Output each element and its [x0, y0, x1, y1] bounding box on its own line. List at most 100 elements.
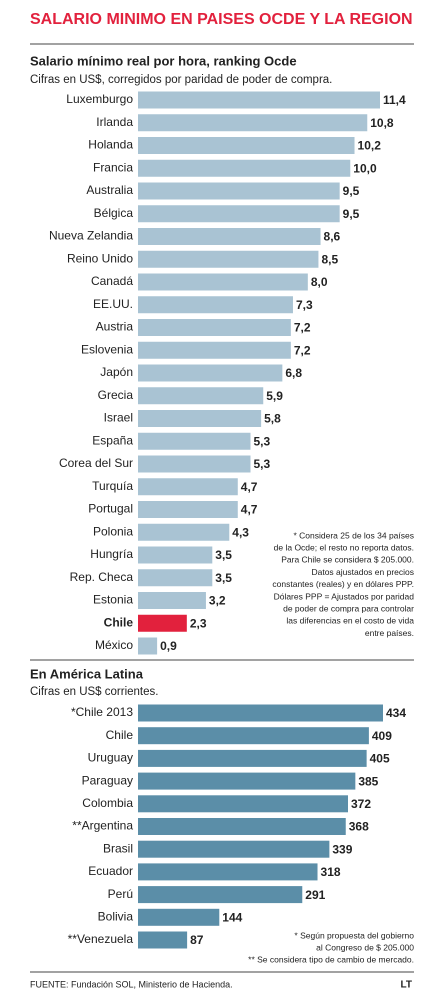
value-label: 5,9 [266, 389, 283, 403]
value-label: 291 [305, 888, 325, 902]
value-label: 5,8 [264, 412, 281, 426]
bar [138, 91, 380, 109]
category-label: Nueva Zelandia [49, 229, 133, 243]
value-label: 4,3 [232, 525, 249, 539]
note: Datos ajustados en precios [311, 567, 414, 577]
value-label: 3,5 [215, 548, 232, 562]
brand: LT [401, 980, 412, 991]
bar [138, 478, 238, 496]
category-label: México [95, 638, 133, 652]
bar [138, 228, 321, 245]
value-label: 372 [351, 797, 371, 811]
category-label: Israel [104, 411, 133, 425]
category-label: Chile [104, 615, 134, 629]
value-label: 10,8 [370, 116, 394, 130]
note: * Según propuesta del gobierno [294, 930, 414, 940]
bar [138, 137, 355, 154]
value-label: 3,2 [209, 594, 226, 608]
bar [138, 159, 351, 177]
bar [138, 931, 188, 949]
category-label: Colombia [82, 796, 133, 810]
value-label: 10,0 [353, 161, 377, 175]
value-label: 4,7 [241, 503, 258, 517]
bar [138, 501, 238, 518]
category-label: Eslovenia [81, 342, 133, 356]
category-label: Portugal [88, 502, 133, 516]
note: ** Se considera tipo de cambio de mercad… [248, 954, 414, 964]
bar [138, 704, 383, 722]
bar [138, 546, 213, 564]
bar [138, 114, 368, 132]
category-label: Irlanda [96, 115, 133, 129]
value-label: 339 [332, 842, 352, 856]
bar [138, 886, 303, 904]
value-label: 409 [372, 729, 392, 743]
value-label: 7,3 [296, 298, 313, 312]
note: constantes (reales) y en dólares PPP. [272, 579, 414, 589]
chart-subtitle: Cifras en US$, corregidos por paridad de… [30, 74, 332, 86]
category-label: Turquía [92, 479, 133, 493]
category-label: Corea del Sur [59, 456, 133, 470]
value-label: 8,6 [324, 230, 341, 244]
value-label: 7,2 [294, 321, 311, 335]
category-label: Grecia [98, 388, 134, 402]
bar [138, 341, 291, 359]
value-label: 10,2 [358, 139, 382, 153]
bar [138, 637, 158, 655]
value-label: 368 [349, 820, 369, 834]
bar [138, 772, 356, 790]
category-label: Reino Unido [67, 251, 133, 265]
bar [138, 592, 206, 609]
bar [138, 614, 187, 632]
category-label: Bélgica [94, 206, 134, 220]
category-label: *Chile 2013 [71, 705, 133, 719]
category-label: Chile [106, 728, 134, 742]
note: al Congreso de $ 205.000 [316, 942, 414, 952]
value-label: 9,5 [343, 184, 360, 198]
value-label: 87 [190, 933, 204, 947]
bar [138, 863, 318, 881]
category-label: Holanda [88, 138, 133, 152]
value-label: 9,5 [343, 207, 360, 221]
category-label: Perú [108, 887, 133, 901]
category-label: Ecuador [88, 864, 133, 878]
chart-title: Salario mínimo real por hora, ranking Oc… [30, 53, 297, 68]
bar [138, 523, 230, 541]
note: * Considera 25 de los 34 países [294, 530, 415, 540]
value-label: 434 [386, 706, 406, 720]
bar [138, 364, 283, 382]
note: Para Chile se considera $ 205.000. [281, 555, 414, 565]
bar [138, 795, 348, 813]
value-label: 2,3 [190, 616, 207, 630]
chart-title: En América Latina [30, 666, 144, 681]
note: Dólares PPP = Ajustados por paridad [274, 591, 415, 601]
category-label: Estonia [93, 593, 133, 607]
value-label: 385 [358, 774, 378, 788]
category-label: Luxemburgo [66, 92, 133, 106]
category-label: Paraguay [82, 773, 133, 787]
bar [138, 749, 367, 767]
value-label: 0,9 [160, 639, 177, 653]
value-label: 7,2 [294, 343, 311, 357]
bar [138, 908, 220, 926]
category-label: España [92, 433, 133, 447]
bar [138, 840, 330, 858]
note: de la Ocde; el resto no reporta datos. [274, 542, 414, 552]
category-label: Austria [96, 320, 134, 334]
value-label: 144 [222, 910, 242, 924]
note: entre países. [365, 628, 414, 638]
value-label: 8,5 [321, 252, 338, 266]
value-label: 6,8 [285, 366, 302, 380]
category-label: Polonia [93, 524, 133, 538]
main-title: SALARIO MINIMO EN PAISES OCDE Y LA REGIO… [30, 11, 413, 28]
category-label: Australia [86, 183, 133, 197]
category-label: Rep. Checa [70, 570, 134, 584]
category-label: **Venezuela [68, 932, 134, 946]
bar [138, 182, 340, 200]
value-label: 11,4 [383, 93, 406, 107]
category-label: Bolivia [98, 909, 134, 923]
bar [138, 432, 251, 450]
category-label: EE.UU. [93, 297, 133, 311]
bar [138, 818, 346, 835]
